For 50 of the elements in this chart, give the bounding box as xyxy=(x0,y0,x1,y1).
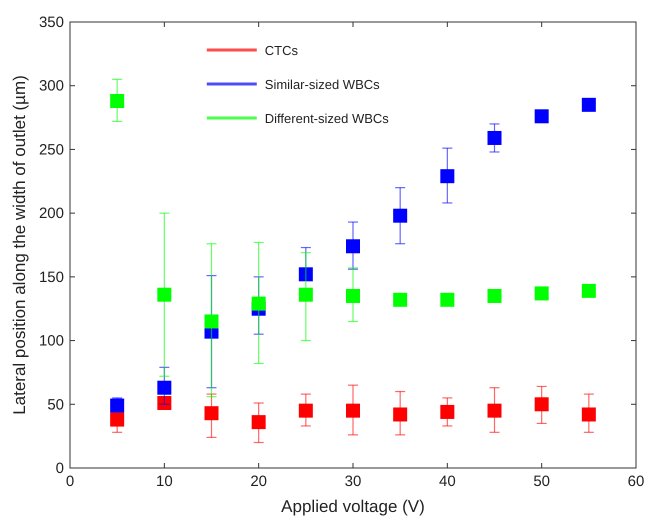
point xyxy=(157,380,172,395)
point xyxy=(488,288,502,303)
point xyxy=(252,415,266,430)
legend-label: CTCs xyxy=(264,43,298,58)
point xyxy=(582,407,596,422)
x-tick-label: 30 xyxy=(344,473,362,490)
x-tick-label: 0 xyxy=(66,473,74,490)
point xyxy=(157,288,172,302)
y-tick-label: 50 xyxy=(47,396,64,414)
point xyxy=(440,404,454,419)
y-tick-label: 0 xyxy=(56,460,64,477)
x-tick-label: 40 xyxy=(438,473,456,490)
point xyxy=(534,109,549,124)
point xyxy=(346,239,360,254)
point xyxy=(204,314,218,328)
point xyxy=(204,406,218,420)
point xyxy=(110,94,124,108)
point xyxy=(346,404,360,418)
y-tick-label: 100 xyxy=(38,332,64,350)
point xyxy=(440,292,454,307)
point xyxy=(534,286,549,300)
x-tick-label: 10 xyxy=(156,473,173,490)
point xyxy=(488,130,502,145)
x-tick-label: 60 xyxy=(628,473,644,490)
point xyxy=(110,412,124,427)
x-axis-title: Applied voltage (V) xyxy=(281,497,425,516)
point xyxy=(393,407,408,422)
point xyxy=(298,288,313,302)
point xyxy=(252,296,266,311)
x-tick-label: 50 xyxy=(533,473,550,490)
legend-label: Different-sized WBCs xyxy=(264,111,390,126)
y-tick-label: 150 xyxy=(38,268,64,286)
y-tick-label: 250 xyxy=(38,141,64,158)
y-tick-label: 300 xyxy=(38,78,64,95)
point xyxy=(582,284,596,298)
point xyxy=(393,292,408,307)
point xyxy=(582,98,596,112)
point xyxy=(346,288,360,303)
point xyxy=(157,396,172,410)
point xyxy=(298,404,313,418)
x-tick-label: 20 xyxy=(250,473,268,490)
point xyxy=(393,208,408,223)
point xyxy=(534,397,549,412)
y-axis-title: Lateral position along the width of outlet (µm) xyxy=(10,75,29,415)
point xyxy=(298,267,313,282)
y-tick-label: 350 xyxy=(38,14,64,31)
point xyxy=(488,404,502,418)
legend-label: Similar-sized WBCs xyxy=(264,77,380,92)
y-tick-label: 200 xyxy=(38,205,64,222)
point xyxy=(440,169,454,184)
